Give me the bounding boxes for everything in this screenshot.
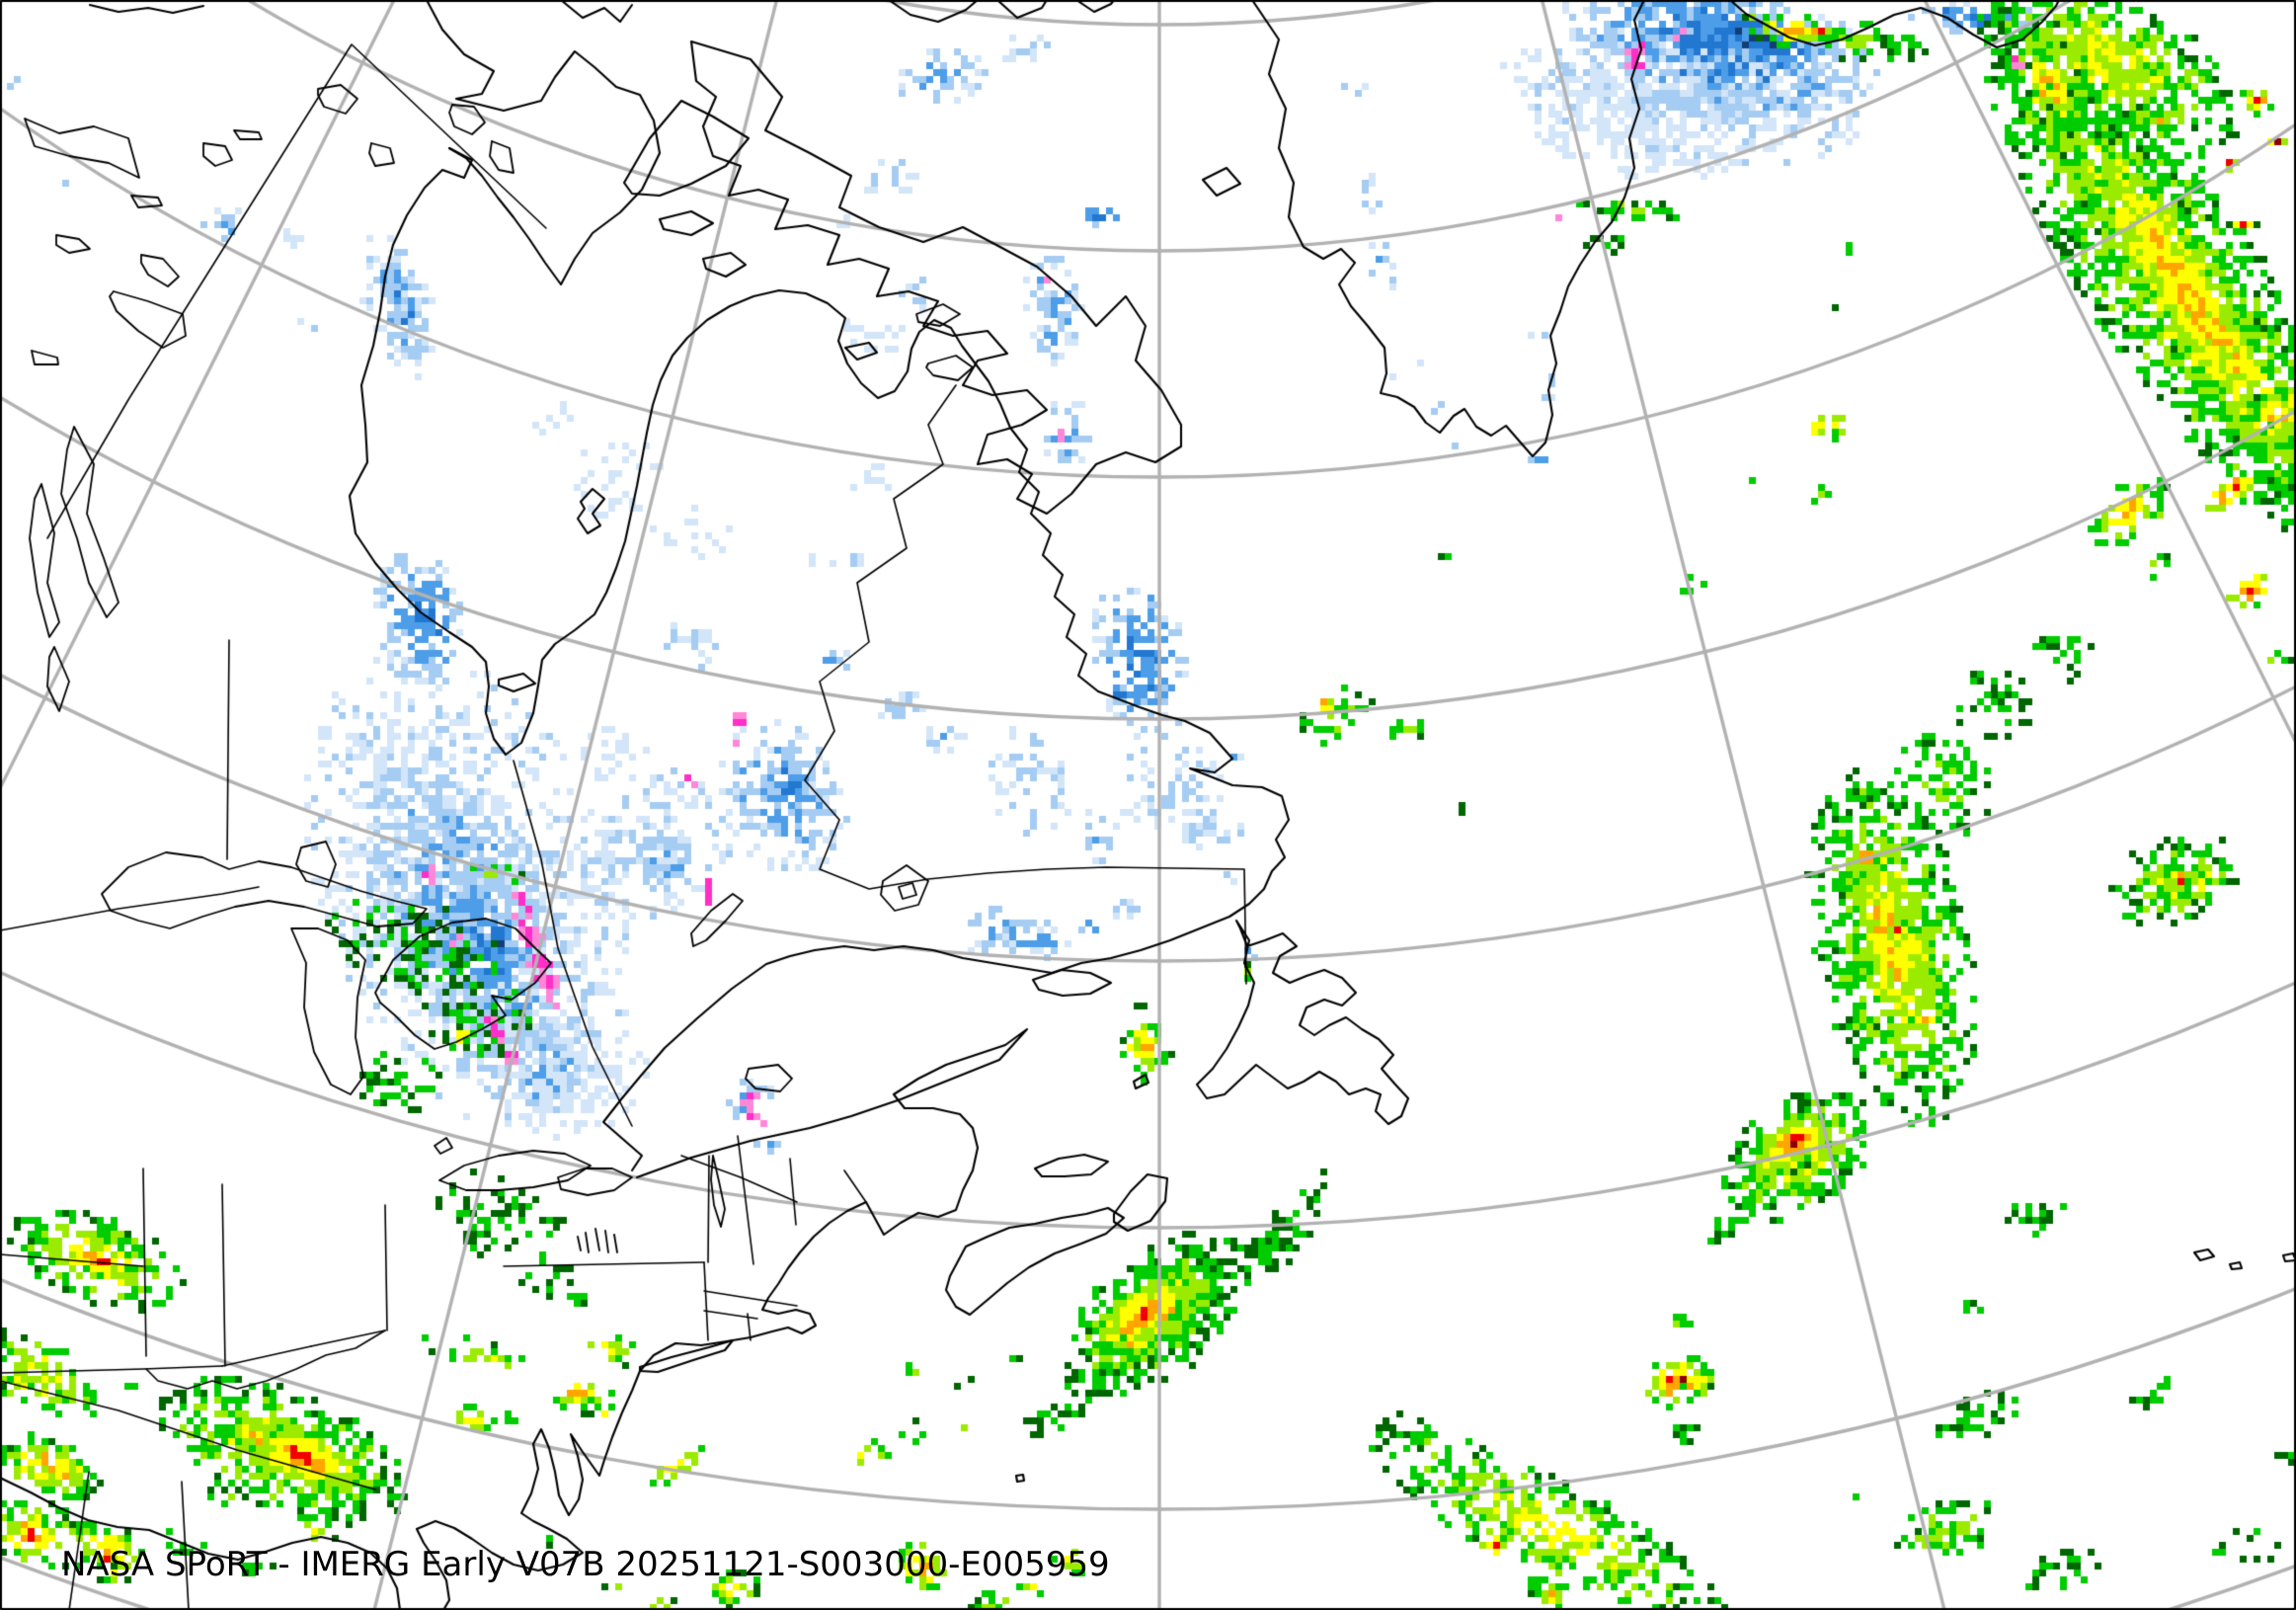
map-caption: NASA SPoRT - IMERG Early V07B 20251121-S… <box>61 1545 1110 1584</box>
